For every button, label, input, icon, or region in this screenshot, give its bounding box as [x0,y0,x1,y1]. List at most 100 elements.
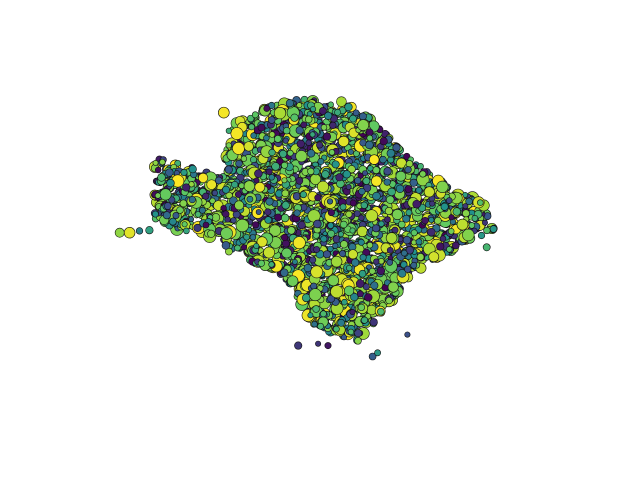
scatter-point [471,215,479,222]
scatter-point [274,213,282,222]
scatter-point [232,142,245,155]
scatter-point [328,149,336,156]
scatter-point [155,166,162,174]
scatter-point [351,258,360,267]
scatter-point [337,231,344,238]
scatter-point [344,285,355,296]
scatter-point [412,199,421,209]
scatter-point [372,166,380,174]
scatter-point [263,105,271,112]
scatter-point [419,170,427,178]
scatter-point [287,275,299,287]
scatter-point [253,177,260,184]
scatter-point [345,184,352,190]
scatter-point [316,141,324,149]
scatter-point [267,116,276,124]
scatter-point [243,141,254,152]
scatter-point [327,294,336,303]
scatter-point [342,170,351,179]
scatter-point [163,202,172,210]
scatter-point [268,261,275,268]
scatter-point [350,292,359,302]
scatter-point [166,178,175,188]
scatter-point [346,264,353,272]
scatter-point [387,281,399,293]
scatter-point [386,259,394,266]
scatter-point [281,189,290,198]
scatter-point [199,206,206,214]
scatter-point [235,218,249,233]
scatter-point [294,341,303,350]
scatter-point [207,229,216,238]
scatter-point [224,165,233,174]
scatter-point [359,253,367,261]
scatter-point [240,155,248,162]
scatter-point [439,235,447,242]
scatter-point [300,121,308,129]
scatter-point [429,200,436,207]
scatter-point [358,269,367,278]
scatter-point [188,216,195,223]
scatter-point [194,211,202,218]
scatter-point [214,176,223,185]
scatter-point [313,246,321,253]
scatter-point [220,204,227,212]
scatter-point [179,199,188,208]
scatter-point [383,178,391,186]
scatter-point [281,247,293,259]
scatter-point [404,185,413,193]
scatter-point [151,210,159,218]
scatter-point [354,337,362,345]
scatter-point [320,235,328,243]
scatter-point [386,195,395,204]
scatter-point [392,143,401,152]
scatter-point [307,149,316,158]
scatter-point [326,198,334,205]
scatter-point [385,232,398,244]
scatter-point [417,163,424,170]
scatter-point [246,195,254,203]
scatter-point [341,298,348,306]
scatter-point [285,99,294,108]
scatter-point [135,227,144,235]
scatter-point [265,197,274,206]
scatter-point [365,209,378,222]
scatter-point [321,170,330,179]
scatter-point [368,267,376,275]
scatter-point [349,227,356,234]
scatter-point [157,173,166,182]
scatter-point [296,102,303,109]
scatter-point [395,184,405,193]
scatter-point [427,227,436,237]
scatter-point [356,225,368,237]
scatter-point [254,169,263,178]
scatter-point [446,246,453,253]
scatter-point [410,229,418,237]
scatter-point [317,322,324,330]
scatter-point [255,209,262,215]
scatter-point [336,96,347,107]
scatter-point [327,222,335,229]
scatter-point [243,180,256,192]
scatter-point [234,244,241,252]
scatter-point [354,177,362,185]
scatter-point [180,169,188,177]
scatter-point [358,112,367,121]
scatter-point [423,186,435,198]
scatter-point [310,265,324,279]
scatter-point [193,223,202,232]
scatter-point [240,244,248,251]
scatter-point [358,187,366,196]
scatter-point [329,121,337,129]
scatter-point [182,183,191,192]
scatter-point [405,160,414,168]
scatter-point [452,207,461,216]
scatter-point [295,126,304,135]
scatter-point [268,101,276,110]
scatter-point [307,167,315,175]
scatter-point [357,238,365,246]
scatter-point [254,181,266,193]
scatter-point [293,209,301,217]
scatter-point [297,221,306,230]
